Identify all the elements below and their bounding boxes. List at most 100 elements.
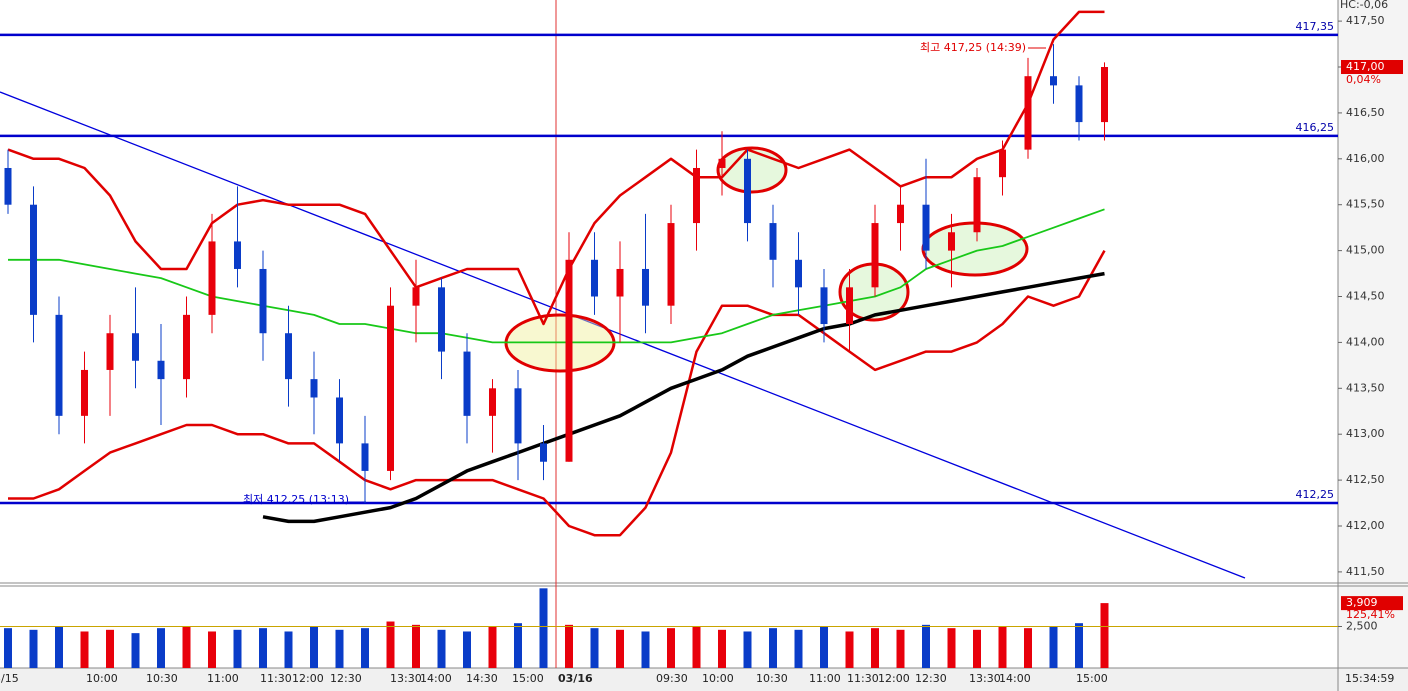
volume-bar (845, 631, 854, 668)
candle-body (642, 268, 649, 306)
x-tick-label: 11:30 (260, 672, 292, 685)
x-tick-label: 15:00 (1076, 672, 1108, 685)
candle-body (234, 241, 241, 269)
volume-bar (769, 628, 777, 668)
volume-bar (692, 626, 701, 668)
volume-tick-label: 2,500 (1346, 620, 1378, 633)
axis-background (1338, 0, 1408, 691)
volume-bar (794, 629, 803, 668)
volume-bar (998, 626, 1007, 668)
y-tick-label: 412,00 (1346, 519, 1385, 532)
candle-body (387, 305, 394, 471)
indicator-line (262, 271, 1105, 524)
candle-body (81, 369, 88, 416)
candle-body (361, 443, 369, 471)
volume-bar (80, 631, 89, 668)
volume-bar (463, 631, 471, 668)
volume-bar (896, 629, 905, 668)
candle-body (744, 158, 751, 224)
y-tick-label: 411,50 (1346, 565, 1385, 578)
x-tick-label: 15:00 (512, 672, 544, 685)
candle-body (412, 287, 420, 306)
volume-tag (1341, 596, 1403, 611)
volume-bar (182, 626, 191, 668)
candle-body (718, 158, 726, 168)
x-tick-label: 3/15 (0, 672, 19, 685)
candle-body (897, 204, 904, 224)
candle-body (948, 232, 955, 251)
y-tick-label: 417,50 (1346, 14, 1385, 27)
volume-bar (565, 624, 573, 668)
price-tag (1341, 60, 1403, 75)
volume-bar (590, 628, 599, 668)
volume-bar (4, 628, 12, 668)
x-tick-label: 14:00 (999, 672, 1031, 685)
candle-body (132, 333, 139, 361)
candle-body (30, 204, 37, 315)
candle-body (183, 314, 190, 380)
volume-bar (667, 628, 675, 668)
volume-tag-label: 3,909 (1346, 596, 1378, 609)
candle-body (4, 167, 12, 205)
header-text: HC:-0,06 (1340, 0, 1388, 11)
y-tick-label: 414,00 (1346, 335, 1385, 348)
volume-bar (233, 629, 242, 668)
candle-body (106, 333, 114, 370)
y-tick-label: 413,50 (1346, 381, 1385, 394)
x-tick-label: 13:30 (969, 672, 1001, 685)
time-axis-background (0, 668, 1408, 691)
volume-bar (1049, 626, 1058, 668)
volume-bar (157, 628, 165, 668)
volume-bar (820, 626, 828, 668)
volume-bar (1075, 623, 1083, 668)
high-label: 최고 417,25 (14:39) (920, 41, 1026, 54)
volume-bar (208, 631, 216, 668)
candle-body (693, 167, 700, 224)
y-tick-label: 416,00 (1346, 152, 1385, 165)
candle-body (1024, 76, 1032, 150)
candle-body (310, 379, 318, 398)
highlight-ellipse (716, 146, 788, 194)
x-tick-label: 12:30 (915, 672, 947, 685)
y-tick-label: 415,00 (1346, 244, 1385, 257)
candle-body (514, 388, 522, 444)
indicator-line (8, 208, 1105, 344)
candle-body (1075, 85, 1083, 123)
x-tick-label: 09:30 (656, 672, 688, 685)
candle-body (795, 259, 802, 288)
volume-bar (106, 629, 114, 668)
x-tick-label: 03/16 (558, 672, 593, 685)
volume-bar (947, 628, 956, 668)
volume-bar (641, 631, 650, 668)
candle-body (157, 360, 165, 380)
x-tick-label: 10:30 (756, 672, 788, 685)
volume-bar (616, 629, 624, 668)
x-tick-label: 10:00 (86, 672, 118, 685)
x-tick-label: 10:30 (146, 672, 178, 685)
candle-body (336, 397, 343, 444)
candle-body (591, 259, 598, 297)
x-tick-label: 12:00 (878, 672, 910, 685)
y-tick-label: 416,50 (1346, 106, 1385, 119)
change-label: 0,04% (1346, 73, 1381, 86)
volume-bar (1100, 603, 1109, 668)
y-tick-label: 415,50 (1346, 198, 1385, 211)
volume-bar (539, 588, 548, 668)
indicator-line (7, 10, 1105, 326)
clock: 15:34:59 (1345, 672, 1394, 685)
x-tick-label: 14:00 (420, 672, 452, 685)
y-tick-label: 412,50 (1346, 473, 1385, 486)
volume-bar (718, 629, 726, 668)
volume-bar (514, 623, 522, 668)
volume-bar (1024, 628, 1032, 668)
volume-bar (55, 626, 63, 668)
candle-body (208, 241, 216, 315)
volume-bar (488, 626, 497, 668)
level-label: 417,35 (1296, 20, 1335, 33)
candle-body (667, 223, 675, 306)
candle-body (846, 287, 853, 325)
candle-body (999, 149, 1006, 178)
volume-bar (386, 621, 395, 668)
candle-body (973, 177, 981, 233)
